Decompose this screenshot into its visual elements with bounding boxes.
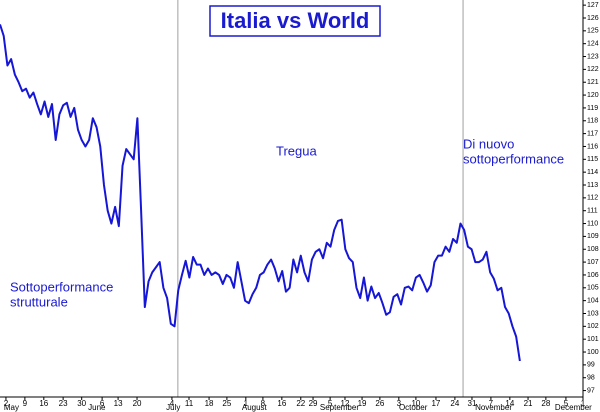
x-tick-label: 7 (489, 399, 494, 408)
y-tick-label: 105 (587, 285, 599, 292)
y-tick-label: 108 (587, 246, 599, 253)
x-tick-label: 20 (133, 399, 142, 408)
x-tick-label: 29 (309, 399, 318, 408)
annotation: strutturale (10, 294, 68, 309)
x-tick-label: 24 (450, 399, 459, 408)
y-tick-label: 118 (587, 118, 598, 125)
y-tick-label: 102 (587, 323, 599, 330)
y-tick-label: 124 (587, 41, 599, 48)
y-tick-label: 111 (587, 208, 598, 215)
y-tick-label: 120 (587, 92, 599, 99)
x-tick-label: 23 (59, 399, 68, 408)
x-tick-label: 25 (222, 399, 231, 408)
x-tick-label: 19 (358, 399, 367, 408)
x-tick-label: 4 (170, 399, 175, 408)
y-tick-label: 99 (587, 362, 595, 369)
y-tick-label: 97 (587, 387, 595, 394)
y-tick-label: 127 (587, 2, 599, 9)
x-tick-label: 31 (468, 399, 477, 408)
month-label: May (4, 403, 19, 412)
x-tick-label: 3 (397, 399, 402, 408)
y-tick-label: 100 (587, 349, 599, 356)
month-label: August (242, 403, 268, 412)
x-tick-label: 18 (205, 399, 214, 408)
x-tick-label: 21 (524, 399, 533, 408)
annotation: Di nuovo (463, 136, 514, 151)
y-tick-label: 114 (587, 169, 598, 176)
y-tick-label: 126 (587, 15, 599, 22)
month-label: July (166, 403, 180, 412)
x-tick-label: 11 (185, 399, 194, 408)
y-tick-label: 110 (587, 220, 598, 227)
y-tick-label: 115 (587, 156, 598, 163)
x-tick-label: 8 (261, 399, 266, 408)
x-tick-label: 30 (77, 399, 86, 408)
x-tick-label: 5 (564, 399, 569, 408)
month-label: November (475, 403, 512, 412)
x-tick-label: 13 (114, 399, 123, 408)
title-box (209, 5, 381, 37)
x-tick-label: 17 (431, 399, 440, 408)
x-tick-label: 14 (505, 399, 514, 408)
y-tick-label: 106 (587, 272, 599, 279)
x-tick-label: 6 (100, 399, 105, 408)
y-tick-label: 103 (587, 310, 599, 317)
month-label: October (399, 403, 428, 412)
y-tick-label: 98 (587, 375, 595, 382)
x-tick-label: 1 (581, 399, 586, 408)
y-tick-label: 112 (587, 195, 598, 202)
x-tick-label: 16 (277, 399, 286, 408)
y-tick-label: 121 (587, 79, 599, 86)
x-tick-label: 9 (23, 399, 28, 408)
x-tick-label: 1 (244, 399, 249, 408)
month-label: June (88, 403, 106, 412)
annotation: Sottoperformance (10, 279, 113, 294)
y-tick-label: 104 (587, 297, 599, 304)
chart-title: Italia vs World (221, 8, 370, 33)
x-tick-label: 16 (39, 399, 48, 408)
x-tick-label: 26 (375, 399, 384, 408)
x-tick-label: 22 (296, 399, 305, 408)
y-tick-label: 109 (587, 233, 599, 240)
annotation: Tregua (276, 143, 317, 158)
x-tick-label: 2 (4, 399, 9, 408)
x-tick-label: 12 (341, 399, 350, 408)
month-label: September (320, 403, 359, 412)
month-label: December (555, 403, 592, 412)
y-tick-label: 101 (587, 336, 599, 343)
y-tick-label: 123 (587, 53, 599, 60)
y-tick-label: 107 (587, 259, 599, 266)
y-tick-label: 125 (587, 28, 599, 35)
y-tick-label: 117 (587, 130, 598, 137)
y-tick-label: 116 (587, 143, 598, 150)
x-tick-label: 5 (328, 399, 333, 408)
x-tick-label: 10 (411, 399, 420, 408)
y-tick-label: 113 (587, 182, 598, 189)
series-line (0, 24, 521, 362)
x-tick-label: 28 (541, 399, 550, 408)
y-tick-label: 119 (587, 105, 598, 112)
y-tick-label: 122 (587, 66, 599, 73)
annotation: sottoperformance (463, 151, 564, 166)
